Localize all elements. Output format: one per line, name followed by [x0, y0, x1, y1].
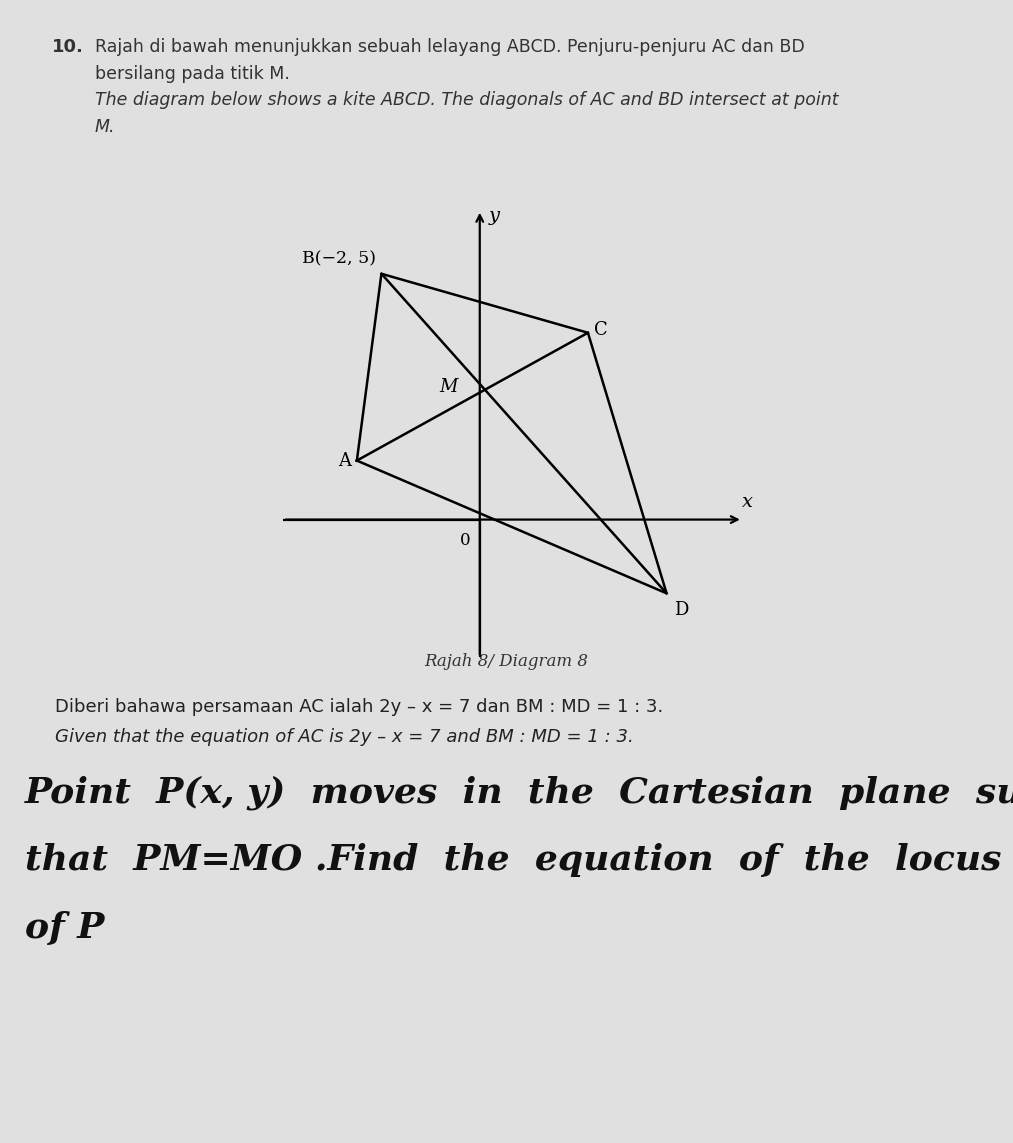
Text: B(−2, 5): B(−2, 5)	[302, 250, 376, 267]
Text: that  PM​=​MO .Find  the  equation  of  the  locus: that PM​=​MO .Find the equation of the l…	[25, 844, 1002, 877]
Text: C: C	[594, 321, 608, 339]
Text: M: M	[440, 378, 458, 397]
Text: M.: M.	[95, 118, 115, 136]
Text: Point  P(x, y)  moves  in  the  Cartesian  plane  such: Point P(x, y) moves in the Cartesian pla…	[25, 775, 1013, 809]
Text: x: x	[743, 493, 754, 511]
Text: Rajah 8/ Diagram 8: Rajah 8/ Diagram 8	[424, 653, 588, 670]
Text: A: A	[338, 451, 350, 470]
Text: 0: 0	[460, 531, 471, 549]
Text: Diberi bahawa persamaan AC ialah 2y – x = 7 dan BM : MD = 1 : 3.: Diberi bahawa persamaan AC ialah 2y – x …	[55, 698, 664, 716]
Text: of P: of P	[25, 911, 104, 945]
Text: The diagram below shows a kite ABCD. The diagonals of AC and BD intersect at poi: The diagram below shows a kite ABCD. The…	[95, 91, 839, 109]
Text: Given that the equation of AC is 2y – x = 7 and BM : MD = 1 : 3.: Given that the equation of AC is 2y – x …	[55, 728, 634, 746]
Text: Rajah di bawah menunjukkan sebuah lelayang ABCD. Penjuru-penjuru AC dan BD: Rajah di bawah menunjukkan sebuah lelaya…	[95, 38, 804, 56]
Text: bersilang pada titik M.: bersilang pada titik M.	[95, 65, 290, 83]
Text: y: y	[488, 207, 499, 225]
Text: 10.: 10.	[52, 38, 84, 56]
Text: D: D	[674, 601, 688, 618]
